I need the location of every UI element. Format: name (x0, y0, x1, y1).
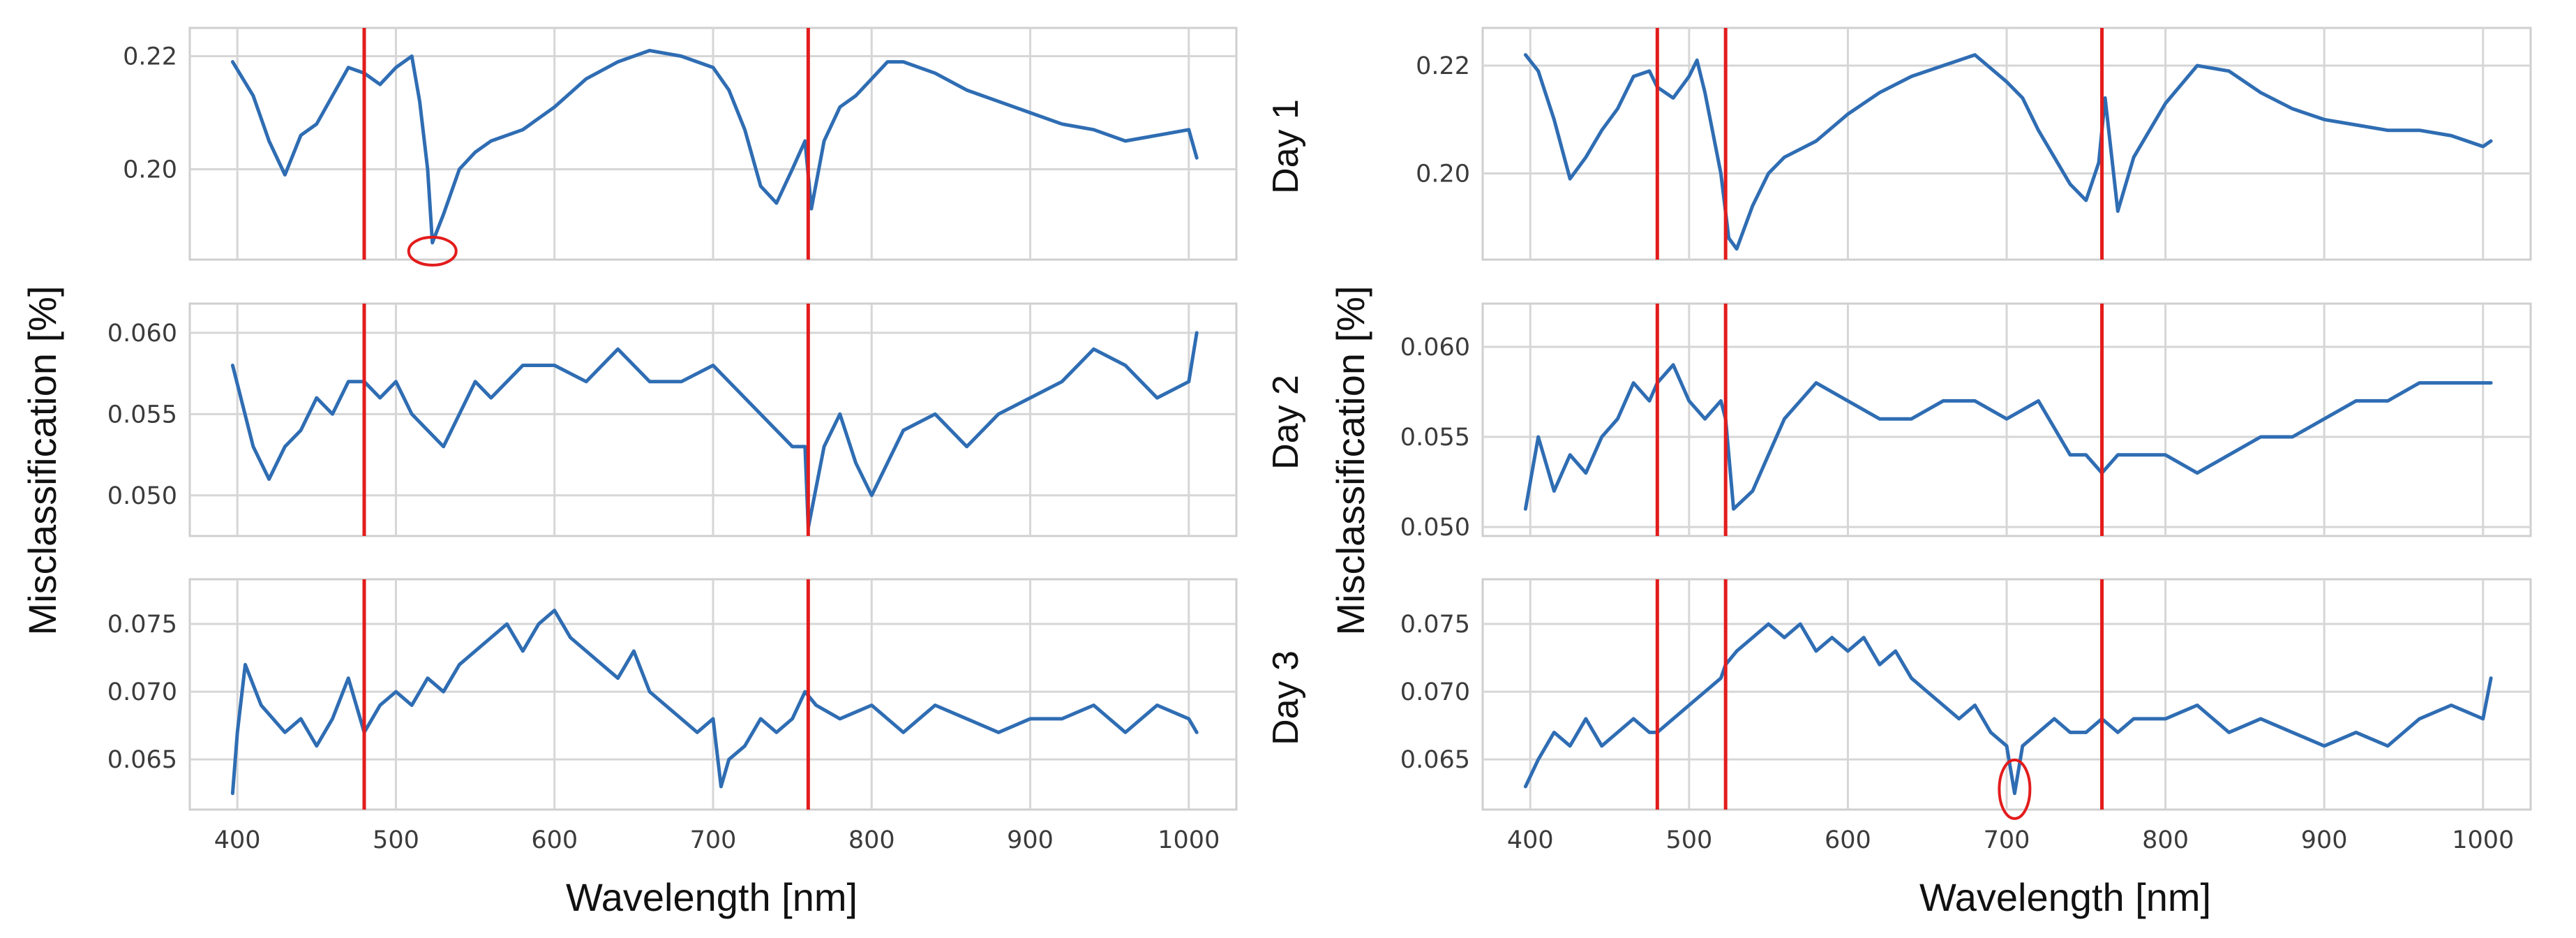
series-line-c1-p2-0 (230, 331, 1199, 530)
series-line-c1-p3-0 (230, 609, 1199, 796)
right-xlabel: Wavelength [nm] (1919, 875, 2211, 919)
xtick-label-c1-1: 500 (373, 826, 419, 854)
series-line-c2-p1-0 (1523, 53, 2493, 251)
xtick-label-c1-2: 600 (531, 826, 578, 854)
xtick-label-c2-2: 600 (1825, 826, 1871, 854)
highlight-ellipses (407, 235, 2032, 820)
ytick-label-c1-p3-1: 0.070 (107, 678, 177, 706)
ytick-label-c1-p3-0: 0.065 (107, 746, 177, 774)
ytick-label-c2-p1-0: 0.20 (1416, 160, 1470, 188)
day-label-2: Day 2 (1266, 375, 1306, 470)
ytick-label-c1-p1-1: 0.22 (123, 43, 177, 70)
ytick-label-c2-p2-2: 0.060 (1400, 334, 1470, 362)
right-ylabel: Misclassification [%] (1328, 285, 1372, 635)
xtick-label-c2-4: 800 (2142, 826, 2189, 854)
ytick-label-c1-p2-2: 0.060 (107, 320, 177, 348)
day-label-3: Day 3 (1266, 650, 1306, 745)
highlight-ellipse-c1-p1 (407, 235, 458, 267)
xtick-label-c2-5: 900 (2301, 826, 2348, 854)
ytick-label-c2-p3-2: 0.075 (1400, 611, 1470, 639)
day-label-1: Day 1 (1266, 99, 1306, 194)
ytick-label-c2-p2-1: 0.055 (1400, 424, 1470, 452)
ytick-label-c2-p3-0: 0.065 (1400, 746, 1470, 774)
tick-labels: 0.20 0.22 0.050 0.055 0.060 0.065 0.070 0.075 40… (107, 43, 2514, 854)
xtick-label-c1-3: 700 (690, 826, 737, 854)
ytick-label-c1-p2-1: 0.055 (107, 401, 177, 429)
band-markers (362, 28, 2104, 810)
left-xlabel: Wavelength [nm] (566, 875, 858, 919)
xtick-label-c2-0: 400 (1507, 826, 1554, 854)
ytick-label-c2-p1-1: 0.22 (1416, 52, 1470, 80)
gridlines (190, 28, 2531, 810)
ytick-label-c2-p2-0: 0.050 (1400, 514, 1470, 542)
ytick-label-c1-p3-2: 0.075 (107, 611, 177, 639)
ytick-label-c2-p3-1: 0.070 (1400, 678, 1470, 706)
xtick-label-c2-3: 700 (1984, 826, 2030, 854)
xtick-label-c1-4: 800 (848, 826, 895, 854)
xtick-label-c2-6: 1000 (2452, 826, 2514, 854)
xtick-label-c1-6: 1000 (1158, 826, 1220, 854)
highlight-ellipse-c2-p3 (1998, 758, 2032, 820)
left-ylabel: Misclassification [%] (20, 285, 64, 635)
ytick-label-c1-p2-0: 0.050 (107, 482, 177, 510)
xtick-label-c1-0: 400 (214, 826, 261, 854)
series-line-c2-p2-0 (1523, 363, 2493, 511)
xtick-label-c2-1: 500 (1665, 826, 1712, 854)
xtick-label-c1-5: 900 (1007, 826, 1054, 854)
ytick-label-c1-p1-0: 0.20 (123, 156, 177, 184)
